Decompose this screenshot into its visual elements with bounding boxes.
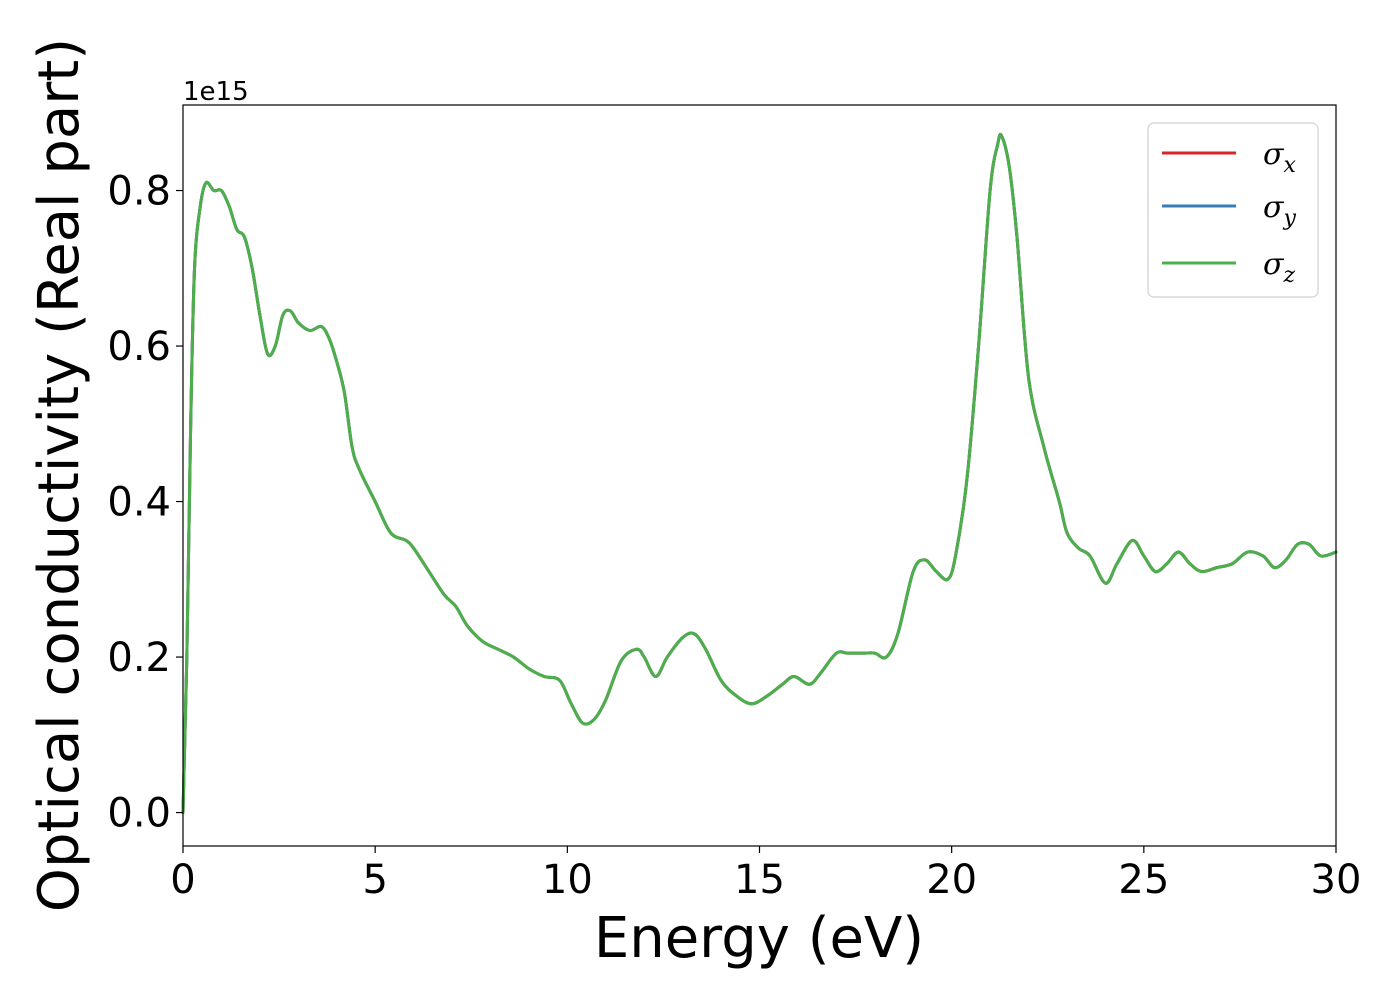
y-tick-label: 0.6 (107, 324, 171, 370)
y-axis-offset-text: 1e15 (183, 77, 249, 107)
y-tick-label: 0.2 (107, 635, 171, 681)
x-axis-ticks: 0 5 10 15 20 25 30 (170, 846, 1361, 903)
x-tick-label: 30 (1311, 857, 1362, 903)
x-tick-label: 25 (1118, 857, 1169, 903)
legend: σx σy σz (1147, 122, 1319, 298)
legend-label-z: σz (1263, 247, 1295, 288)
x-axis-label: Energy (eV) (594, 906, 924, 971)
y-axis-label: Optical conductivity (Real part) (27, 38, 92, 912)
x-tick-label: 20 (926, 857, 977, 903)
y-axis-ticks: 0.0 0.2 0.4 0.6 0.8 (107, 169, 183, 837)
legend-label-y: σy (1263, 190, 1296, 231)
x-tick-label: 5 (362, 857, 387, 903)
x-tick-label: 10 (542, 857, 593, 903)
series-layer (181, 132, 1338, 815)
y-tick-label: 0.4 (107, 480, 171, 526)
legend-box (1147, 122, 1319, 298)
x-tick-label: 15 (734, 857, 785, 903)
y-tick-label: 0.0 (107, 791, 171, 837)
plot-area (183, 105, 1336, 846)
legend-label-x: σx (1263, 137, 1296, 178)
y-tick-label: 0.8 (107, 169, 171, 215)
series-line-z (181, 132, 1338, 815)
x-tick-label: 0 (170, 857, 195, 903)
